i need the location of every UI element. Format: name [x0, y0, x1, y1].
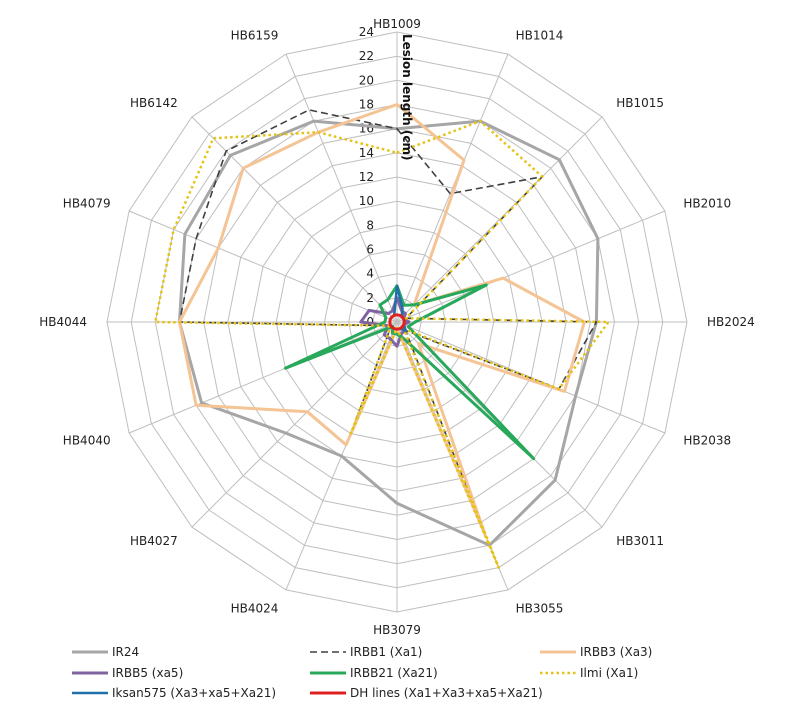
series-line	[388, 313, 406, 331]
category-label: HB4044	[39, 315, 87, 329]
axis-title: Lesion length (cm)	[400, 34, 414, 160]
category-labels: HB1009 HB1014 HB1015 HB2010 HB2024 HB2038 HB30…	[39, 17, 755, 637]
grid-spoke	[285, 53, 398, 323]
legend-label: IRBB5 (xa5)	[112, 666, 183, 680]
category-label: HB1015	[616, 96, 664, 110]
category-label: HB4040	[63, 434, 111, 448]
legend-label: Iksan575 (Xa3+xa5+Xa21)	[112, 686, 276, 700]
grid-spoke	[396, 53, 509, 323]
tick-label: 6	[366, 243, 374, 257]
legend-item: Iksan575 (Xa3+xa5+Xa21)	[72, 686, 276, 700]
legend-item: IR24	[72, 645, 139, 659]
tick-label: 2	[366, 291, 374, 305]
tick-label: 22	[359, 49, 374, 63]
legend-label: IRBB3 (Xa3)	[580, 645, 652, 659]
chart-legend: IR24 IRBB1 (Xa1) IRBB3 (Xa3) IRBB5 (xa5) IRB…	[72, 645, 652, 700]
category-label: HB2038	[683, 434, 731, 448]
category-label: HB3055	[516, 601, 564, 615]
tick-label: 8	[366, 218, 374, 232]
series-line	[178, 103, 586, 536]
chart-series	[154, 103, 610, 569]
category-label: HB2010	[683, 196, 731, 210]
category-label: HB3011	[616, 534, 664, 548]
legend-label: IR24	[112, 645, 139, 659]
tick-label: 10	[359, 194, 374, 208]
tick-label: 24	[359, 25, 374, 39]
grid-spoke	[396, 210, 666, 323]
category-label: HB4024	[231, 601, 279, 615]
category-label: HB2024	[707, 315, 755, 329]
series-line	[154, 119, 610, 569]
tick-label: 16	[359, 122, 374, 136]
legend-label: Ilmi (Xa1)	[580, 666, 638, 680]
grid-spoke	[128, 210, 398, 323]
tick-label: 20	[359, 73, 374, 87]
legend-label: IRBB1 (Xa1)	[350, 645, 422, 659]
series-line	[178, 119, 600, 547]
legend-item: Ilmi (Xa1)	[540, 666, 638, 680]
category-label: HB6159	[231, 29, 279, 43]
tick-label: 12	[359, 170, 374, 184]
legend-item: IRBB5 (xa5)	[72, 666, 183, 680]
category-label: HB1014	[516, 29, 564, 43]
legend-label: IRBB21 (Xa21)	[350, 666, 438, 680]
legend-item: IRBB3 (Xa3)	[540, 645, 652, 659]
category-label: HB4079	[63, 196, 111, 210]
series-line	[283, 283, 536, 461]
grid-spoke	[191, 321, 398, 528]
legend-item: IRBB1 (Xa1)	[310, 645, 422, 659]
legend-item: IRBB21 (Xa21)	[310, 666, 438, 680]
series-line	[359, 296, 411, 348]
category-label: HB3079	[373, 623, 421, 637]
legend-label: DH lines (Xa1+Xa3+xa5+Xa21)	[350, 686, 543, 700]
tick-label: 4	[366, 267, 374, 281]
category-label: HB4027	[130, 534, 178, 548]
tick-label: 14	[359, 146, 374, 160]
category-label: HB6142	[130, 96, 178, 110]
tick-label: 18	[359, 98, 374, 112]
category-label: HB1009	[373, 17, 421, 31]
legend-item: DH lines (Xa1+Xa3+xa5+Xa21)	[310, 686, 543, 700]
